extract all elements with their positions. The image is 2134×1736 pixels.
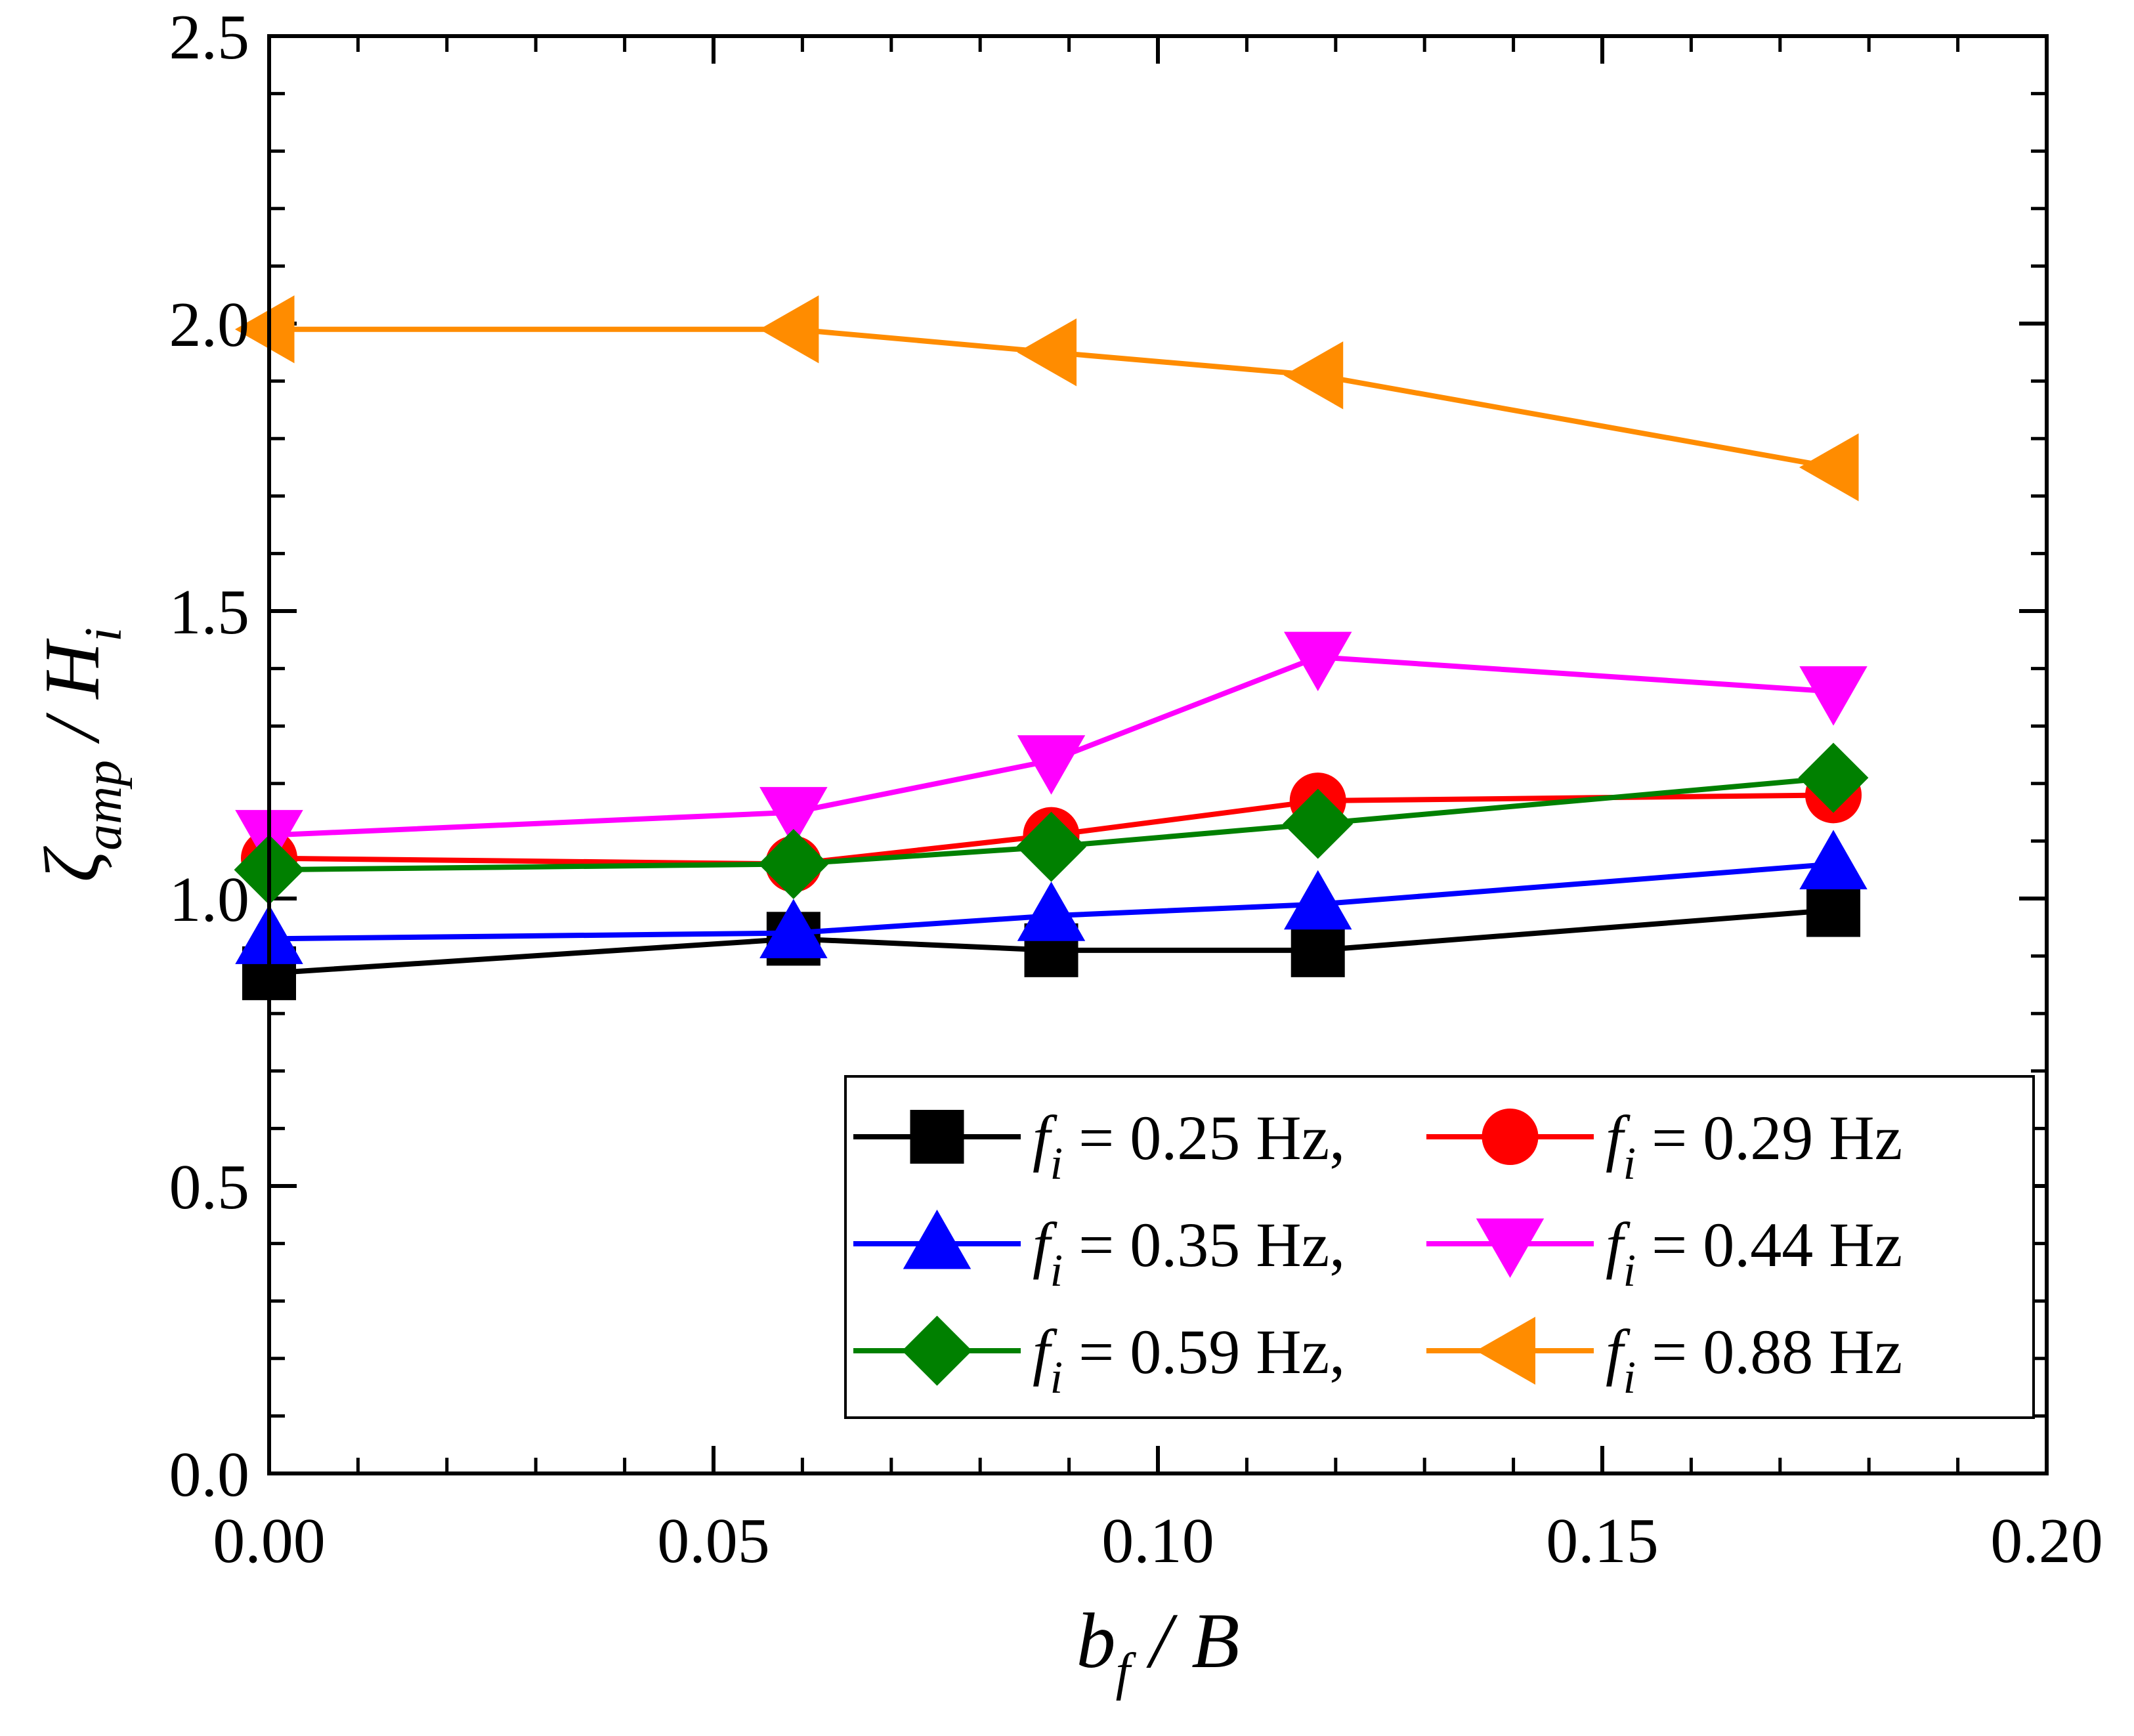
series-5: [234, 295, 1859, 501]
data-point: [1017, 735, 1086, 795]
data-point: [1283, 631, 1352, 692]
legend-swatch-marker: [903, 1209, 971, 1269]
plot-frame: [267, 34, 2049, 1475]
x-tick-label: 0.20: [1990, 1506, 2103, 1577]
data-point: [759, 295, 819, 364]
y-tick-label: 1.5: [169, 577, 250, 648]
data-point: [759, 899, 828, 959]
legend-swatch-marker: [1482, 1109, 1539, 1165]
y-axis-title: ζamp / Hi: [28, 627, 133, 883]
data-point: [1283, 870, 1352, 930]
legend-label-sub: i: [1623, 1139, 1636, 1189]
legend-label-rest: = 0.29 Hz: [1636, 1103, 1902, 1173]
tick-labels: 0.00 0.05 0.10 0.15 0.20 0.0 0.5 1.0 1.5 2.0 2.5: [169, 2, 2103, 1577]
x-axis-title-main: b: [1077, 1597, 1116, 1684]
legend-swatch-marker: [910, 1110, 964, 1164]
x-tick-label: 0.00: [213, 1506, 326, 1577]
y-tick-label: 0.5: [169, 1152, 250, 1223]
y-tick-label: 0.0: [169, 1439, 250, 1510]
legend-label-rest: = 0.88 Hz: [1636, 1317, 1902, 1387]
data-point: [1798, 742, 1869, 813]
legend-label: fi = 0.88 Hz: [1606, 1317, 1902, 1403]
data-point: [1016, 811, 1086, 882]
data-point: [1291, 923, 1345, 977]
legend-entry: fi = 0.88 Hz: [1426, 1317, 1902, 1403]
data-point: [1799, 830, 1867, 889]
legend-label-sub: i: [1623, 1353, 1636, 1403]
data-point: [758, 829, 829, 899]
data-point: [1283, 341, 1344, 410]
series-layer: [234, 295, 1869, 1000]
data-point: [1799, 666, 1867, 726]
legend-box: [844, 1075, 2035, 1419]
y-axis-title-sub: amp: [75, 760, 133, 851]
legend-label: fi = 0.44 Hz: [1606, 1210, 1902, 1296]
y-tick-label: 1.0: [169, 864, 250, 935]
legend-label-rest: = 0.44 Hz: [1636, 1210, 1902, 1280]
legend-label-rest: = 0.59 Hz,: [1063, 1317, 1345, 1387]
x-axis-title-rest: / B: [1130, 1597, 1240, 1684]
legend-entry: fi = 0.29 Hz: [1426, 1103, 1902, 1189]
data-point: [1017, 881, 1086, 941]
legend-label-sub: i: [1050, 1246, 1063, 1296]
legend-swatch-marker: [902, 1315, 972, 1386]
y-axis-title-main: ζ: [28, 845, 116, 882]
legend-label: fi = 0.29 Hz: [1606, 1103, 1902, 1189]
x-axis-title: bf / B: [1077, 1597, 1240, 1701]
data-point: [1799, 433, 1859, 501]
x-tick-label: 0.05: [657, 1506, 770, 1577]
data-point: [1806, 883, 1861, 937]
data-point: [234, 295, 295, 364]
data-point: [759, 787, 828, 847]
legend-label-sub: i: [1050, 1353, 1063, 1403]
x-tick-label: 0.10: [1101, 1506, 1214, 1577]
data-point: [1283, 788, 1354, 859]
legend-swatch-marker: [1476, 1317, 1535, 1385]
y-axis-title-rest: / H: [28, 638, 116, 760]
legend-label-sub: i: [1623, 1246, 1636, 1296]
y-axis-title-sub2: i: [75, 627, 133, 642]
legend-entry: fi = 0.44 Hz: [1426, 1210, 1902, 1296]
data-point: [1017, 318, 1077, 387]
legend-label-rest: = 0.35 Hz,: [1063, 1210, 1345, 1280]
x-tick-label: 0.15: [1546, 1506, 1659, 1577]
series-3: [235, 631, 1867, 870]
legend-swatch-marker: [1476, 1218, 1545, 1279]
y-tick-label: 2.0: [169, 289, 250, 360]
legend-label-rest: = 0.25 Hz,: [1063, 1103, 1345, 1173]
series-4: [234, 742, 1869, 905]
y-tick-label: 2.5: [169, 2, 250, 73]
legend-label-sub: i: [1050, 1139, 1063, 1189]
